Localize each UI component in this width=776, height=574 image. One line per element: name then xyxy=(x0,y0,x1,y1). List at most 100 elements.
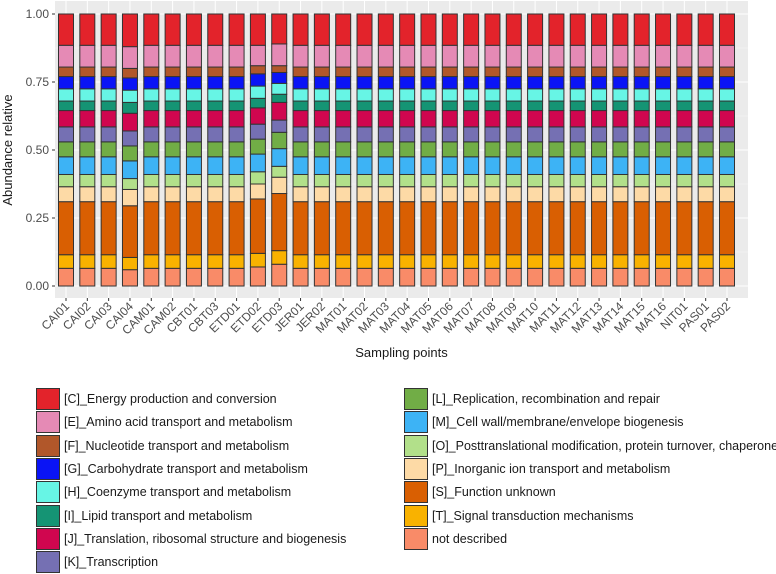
bar-segment xyxy=(58,186,74,203)
bar-segment xyxy=(143,186,160,203)
bar-segment xyxy=(207,267,224,287)
legend-swatch xyxy=(404,457,428,480)
legend-item: [J]_Translation, ribosomal structure and… xyxy=(36,527,346,551)
bar-segment xyxy=(569,110,586,128)
bar-segment xyxy=(121,89,138,103)
bar-segment xyxy=(399,254,416,269)
bar-segment xyxy=(249,107,266,125)
bar-segment xyxy=(207,254,224,269)
bar-segment xyxy=(591,88,608,102)
bar-segment xyxy=(548,88,565,102)
bar-segment xyxy=(399,126,416,143)
legend-item: [O]_Posttranslational modification, prot… xyxy=(404,434,776,458)
bar-segment xyxy=(527,66,544,78)
bar-segment xyxy=(100,126,117,143)
bar-segment xyxy=(143,156,160,175)
bar-segment xyxy=(79,201,96,256)
bar-segment xyxy=(719,186,735,203)
bar-segment xyxy=(655,254,672,269)
bar-segment xyxy=(228,254,245,269)
bar-segment xyxy=(591,201,608,256)
bar-segment xyxy=(527,110,544,128)
bar-segment xyxy=(143,110,160,128)
bar-segment xyxy=(441,254,458,269)
bar-segment xyxy=(505,88,522,102)
bar-segment xyxy=(185,126,202,143)
bar-segment xyxy=(633,156,650,175)
bar-segment xyxy=(463,44,480,68)
bar-segment xyxy=(612,156,629,175)
bar-segment xyxy=(420,141,437,158)
bar-segment xyxy=(185,141,202,158)
bar-segment xyxy=(676,13,693,46)
bar-segment xyxy=(249,171,266,185)
legend-swatch xyxy=(36,457,60,480)
bar-segment xyxy=(719,254,735,269)
bar-segment xyxy=(505,254,522,269)
bar-segment xyxy=(58,66,74,78)
bar-segment xyxy=(441,186,458,203)
bar-segment xyxy=(271,250,288,265)
bar-segment xyxy=(399,156,416,175)
bar-segment xyxy=(719,267,735,287)
bar-segment xyxy=(399,141,416,158)
bar-segment xyxy=(399,76,416,90)
bar-segment xyxy=(484,156,501,175)
bar-segment xyxy=(655,66,672,78)
bar-segment xyxy=(591,156,608,175)
legend-label: not described xyxy=(432,531,508,546)
bar-segment xyxy=(356,44,373,68)
bar-segment xyxy=(164,110,181,128)
bar-segment xyxy=(228,156,245,175)
bar-segment xyxy=(228,66,245,78)
bar-segment xyxy=(591,126,608,143)
bar-segment xyxy=(58,254,74,269)
bar-segment xyxy=(143,267,160,287)
bar-segment xyxy=(719,44,735,68)
bar-segment xyxy=(676,110,693,128)
bar-segment xyxy=(676,186,693,203)
legend-label: [O]_Posttranslational modification, prot… xyxy=(432,438,776,453)
bar-segment xyxy=(441,44,458,68)
bar-segment xyxy=(335,173,352,188)
bar-segment xyxy=(207,156,224,175)
bar-segment xyxy=(633,173,650,188)
bar-segment xyxy=(655,126,672,143)
bar-segment xyxy=(719,141,735,158)
bar-segment xyxy=(484,88,501,102)
bar-segment xyxy=(548,267,565,287)
bar-segment xyxy=(228,44,245,68)
bar-segment xyxy=(676,100,693,112)
y-tick-label: 0.50 xyxy=(26,143,50,157)
bar-segment xyxy=(505,13,522,46)
bar-segment xyxy=(185,201,202,256)
bar-segment xyxy=(420,201,437,256)
bar-segment xyxy=(121,130,138,147)
bar-segment xyxy=(121,67,138,79)
bar-segment xyxy=(207,186,224,203)
bar-segment xyxy=(185,156,202,175)
bar-segment xyxy=(228,76,245,90)
bar-segment xyxy=(676,76,693,90)
bar-segment xyxy=(548,156,565,175)
bar-segment xyxy=(633,76,650,90)
bar-segment xyxy=(612,66,629,78)
bar-segment xyxy=(527,254,544,269)
bar-segment xyxy=(569,156,586,175)
bar-segment xyxy=(655,44,672,68)
bar-segment xyxy=(527,76,544,90)
bar-segment xyxy=(399,13,416,46)
bar-segment xyxy=(100,110,117,128)
bar-segment xyxy=(655,88,672,102)
bar-segment xyxy=(420,66,437,78)
legend-item: [K]_Transcription xyxy=(36,550,158,574)
bar-segment xyxy=(164,267,181,287)
bar-segment xyxy=(484,100,501,112)
bar-segment xyxy=(399,267,416,287)
bar-segment xyxy=(100,141,117,158)
bar-segment xyxy=(313,156,330,175)
bar-segment xyxy=(463,66,480,78)
bar-segment xyxy=(207,76,224,90)
bar-segment xyxy=(58,156,74,175)
bar-segment xyxy=(463,186,480,203)
